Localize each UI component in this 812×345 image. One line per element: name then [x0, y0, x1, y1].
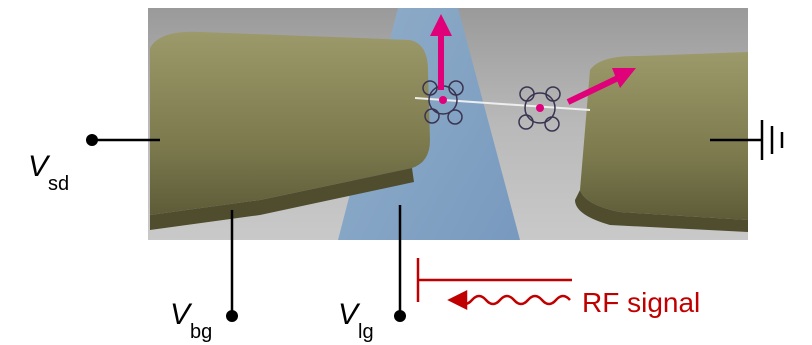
device-diagram: Vsd Vbg Vlg RF signal	[0, 0, 812, 345]
label-lg: Vlg	[338, 298, 374, 343]
sem-image	[148, 8, 748, 240]
rf-line	[418, 258, 572, 308]
label-sd: Vsd	[28, 150, 69, 195]
label-sub: bg	[190, 321, 212, 343]
label-bg: Vbg	[170, 298, 212, 343]
rf-label: RF signal	[582, 287, 700, 318]
label-sub: sd	[48, 173, 69, 195]
label-sub: lg	[358, 321, 374, 343]
